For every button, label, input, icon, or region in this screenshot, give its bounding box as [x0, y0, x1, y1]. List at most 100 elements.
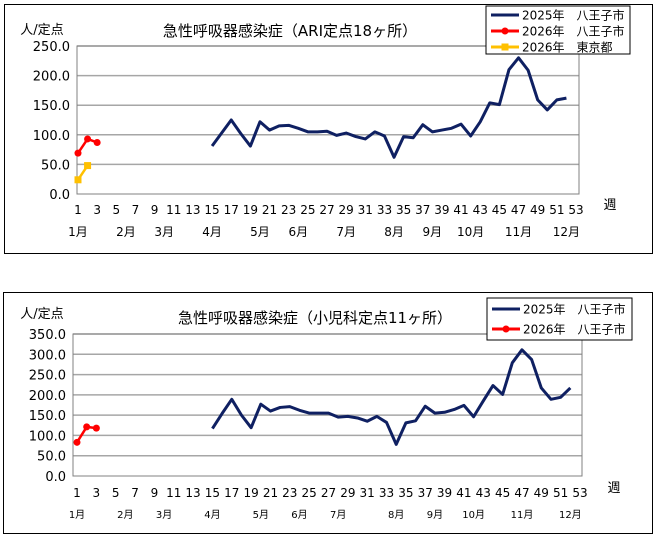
plot-area — [72, 333, 583, 477]
chart-title: 急性呼吸器感染症（ARI定点18ヶ所） — [163, 22, 417, 40]
data-point — [84, 135, 92, 143]
x-tick-label: 51 — [549, 203, 564, 217]
x-tick-label: 9 — [151, 486, 159, 500]
x-tick-label: 35 — [398, 486, 413, 500]
x-tick-label: 3 — [93, 203, 101, 217]
month-label: 1月 — [68, 225, 88, 239]
x-tick-label: 45 — [495, 486, 510, 500]
x-tick-label: 15 — [205, 486, 220, 500]
chart-title: 急性呼吸器感染症（小児科定点11ヶ所） — [178, 309, 452, 327]
x-tick-label: 43 — [473, 203, 488, 217]
month-label: 8月 — [384, 225, 404, 239]
data-point — [93, 138, 101, 146]
x-tick-label: 19 — [243, 486, 258, 500]
data-point — [74, 176, 82, 184]
y-tick-label: 50.0 — [37, 450, 66, 465]
y-tick-label: 0.0 — [49, 188, 70, 203]
legend-entry: 2026年 八王子市 — [523, 322, 626, 337]
legend-entry: 2026年 八王子市 — [522, 24, 625, 39]
x-tick-label: 5 — [112, 203, 120, 217]
x-tick-label: 35 — [396, 203, 411, 217]
y-tick-label: 0.0 — [45, 470, 66, 485]
y-tick-label: 150.0 — [33, 99, 70, 114]
x-tick-label: 27 — [319, 203, 334, 217]
x-tick-label: 39 — [437, 486, 452, 500]
x-tick-label: 41 — [456, 486, 471, 500]
x-tick-label: 11 — [166, 486, 181, 500]
x-tick-label: 47 — [511, 203, 526, 217]
y-tick-label: 250.0 — [29, 369, 66, 384]
x-tick-label: 33 — [379, 486, 394, 500]
y-tick-label: 250.0 — [33, 40, 70, 55]
x-tick-label: 45 — [492, 203, 507, 217]
x-tick-label: 27 — [321, 486, 336, 500]
x-tick-label: 1 — [74, 203, 82, 217]
month-label: 11月 — [505, 225, 532, 239]
series-line — [211, 348, 572, 446]
x-tick-label: 23 — [282, 486, 297, 500]
x-tick-label: 17 — [224, 486, 239, 500]
month-label: 10月 — [457, 225, 484, 239]
x-tick-label: 3 — [93, 486, 101, 500]
month-label: 11月 — [511, 509, 534, 521]
x-tick-label: 25 — [302, 486, 317, 500]
x-tick-label: 23 — [281, 203, 296, 217]
x-tick-label: 43 — [476, 486, 491, 500]
month-label: 5月 — [253, 509, 269, 521]
y-tick-label: 300.0 — [29, 348, 66, 363]
month-label: 2月 — [117, 509, 133, 521]
legend-marker — [501, 43, 509, 51]
x-tick-label: 41 — [453, 203, 468, 217]
x-tick-label: 29 — [340, 486, 355, 500]
x-tick-label: 1 — [73, 486, 81, 500]
legend-entry: 2026年 東京都 — [522, 41, 613, 55]
x-tick-label: 19 — [243, 203, 258, 217]
data-point — [84, 162, 92, 170]
x-tick-label: 13 — [185, 203, 200, 217]
month-label: 9月 — [427, 509, 443, 521]
y-tick-label: 150.0 — [29, 409, 66, 424]
x-tick-label: 51 — [553, 486, 568, 500]
x-tick-label: 9 — [151, 203, 159, 217]
month-label: 1月 — [69, 509, 85, 521]
month-label: 10月 — [462, 509, 485, 521]
data-point — [83, 423, 91, 431]
x-tick-label: 53 — [572, 486, 587, 500]
x-tick-label: 21 — [263, 486, 278, 500]
y-tick-label: 100.0 — [29, 429, 66, 444]
month-label: 5月 — [250, 225, 270, 239]
x-tick-label: 7 — [131, 486, 139, 500]
x-tick-label: 53 — [568, 203, 583, 217]
month-label: 6月 — [291, 509, 307, 521]
month-label: 12月 — [553, 225, 580, 239]
y-axis-label: 人/定点 — [20, 307, 63, 322]
x-tick-label: 11 — [166, 203, 181, 217]
x-tick-label: 5 — [112, 486, 120, 500]
y-tick-label: 350.0 — [29, 328, 66, 343]
month-label: 6月 — [288, 225, 308, 239]
x-tick-label: 39 — [434, 203, 449, 217]
x-tick-label: 15 — [204, 203, 219, 217]
plot-area — [76, 45, 580, 195]
x-tick-label: 7 — [132, 203, 140, 217]
x-tick-label: 31 — [360, 486, 375, 500]
month-label: 3月 — [154, 225, 174, 239]
x-tick-label: 37 — [418, 486, 433, 500]
month-label: 9月 — [423, 225, 443, 239]
data-point — [92, 424, 100, 432]
x-tick-label: 29 — [339, 203, 354, 217]
month-label: 3月 — [156, 509, 172, 521]
month-label: 7月 — [336, 225, 356, 239]
y-tick-label: 200.0 — [29, 389, 66, 404]
x-tick-label: 17 — [224, 203, 239, 217]
x-tick-label: 37 — [415, 203, 430, 217]
y-tick-label: 200.0 — [33, 70, 70, 85]
x-tick-label: 49 — [530, 203, 545, 217]
x-tick-label: 25 — [300, 203, 315, 217]
month-label: 4月 — [204, 509, 220, 521]
x-tick-label: 33 — [377, 203, 392, 217]
y-axis-label: 人/定点 — [20, 23, 63, 38]
y-tick-label: 100.0 — [33, 129, 70, 144]
